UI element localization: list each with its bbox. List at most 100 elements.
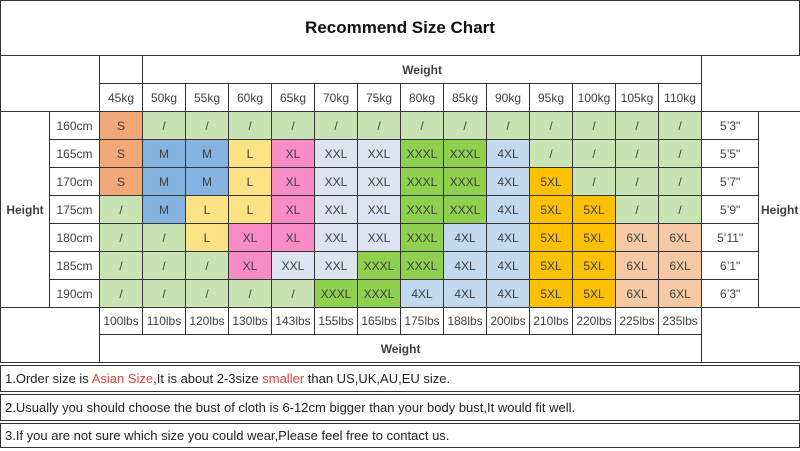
size-cell-160cm-75kg: / (357, 111, 401, 140)
size-cell-170cm-95kg: 5XL (529, 167, 573, 196)
size-row-190cm: 190cm / / / / / XXXL XXXL 4XL 4XL 4XL 5XL 5XL 6XL 6XL 6… (1, 279, 800, 308)
kg-header-95kg: 95kg (529, 83, 573, 112)
size-cell-190cm-75kg: XXXL (357, 279, 401, 308)
note-2-text: 2.Usually you should choose the bust of … (5, 400, 576, 415)
size-cell-185cm-70kg: XXL (314, 251, 358, 280)
size-cell-175cm-60kg: L (228, 195, 272, 224)
size-cell-180cm-90kg: 4XL (486, 223, 530, 252)
lbs-header-175lbs: 175lbs (400, 307, 444, 335)
height-cm-165cm: 165cm (49, 139, 100, 168)
lbs-header-155lbs: 155lbs (314, 307, 358, 335)
size-cell-170cm-55kg: M (185, 167, 229, 196)
size-cell-180cm-60kg: XL (228, 223, 272, 252)
weight-header-top: Weight (141, 55, 703, 84)
size-cell-175cm-55kg: L (185, 195, 229, 224)
note-1-red-asian-size: Asian Size (91, 371, 154, 386)
size-cell-175cm-90kg: 4XL (486, 195, 530, 224)
size-chart-table: Weight 45kg 50kg 55kg 60kg 65kg 70kg 75kg 80kg 8… (0, 55, 800, 363)
size-cell-170cm-90kg: 4XL (486, 167, 530, 196)
height-ft-170cm: 5’7" (701, 167, 760, 196)
size-cell-165cm-100kg: / (572, 139, 616, 168)
size-cell-170cm-110kg: / (657, 167, 703, 196)
size-cell-165cm-65kg: XL (271, 139, 315, 168)
height-ft-180cm: 5’11" (701, 223, 760, 252)
size-cell-180cm-75kg: XXL (357, 223, 401, 252)
height-ft-165cm: 5’5" (701, 139, 760, 168)
size-row-175cm: 175cm / M L L XL XXL XXL XXXL XXXL 4XL 5XL 5XL //5’9" (1, 195, 800, 224)
size-cell-170cm-45kg: S (99, 167, 143, 196)
size-cell-190cm-110kg: 6XL (657, 279, 703, 308)
size-cell-175cm-110kg: / (657, 195, 703, 224)
size-cell-190cm-85kg: 4XL (443, 279, 487, 308)
size-cell-185cm-90kg: 4XL (486, 251, 530, 280)
size-cell-175cm-105kg: / (615, 195, 659, 224)
size-cell-160cm-85kg: / (443, 111, 487, 140)
size-cell-160cm-65kg: / (271, 111, 315, 140)
lbs-header-200lbs: 200lbs (486, 307, 530, 335)
size-cell-180cm-45kg: / (99, 223, 143, 252)
note-3: 3.If you are not sure which size you cou… (0, 423, 800, 448)
size-row-185cm: 185cm / / / XL XXL XXL XXXL XXXL 4XL 4XL 5XL 5XL 6XL 6… (1, 251, 800, 280)
kg-header-80kg: 80kg (400, 83, 444, 112)
note-2: 2.Usually you should choose the bust of … (0, 394, 800, 421)
size-cell-165cm-50kg: M (142, 139, 186, 168)
size-cell-175cm-100kg: 5XL (572, 195, 616, 224)
height-header-right: Height (758, 111, 800, 308)
size-cell-160cm-45kg: S (99, 111, 143, 140)
size-cell-180cm-105kg: 6XL (615, 223, 659, 252)
kg-header-55kg: 55kg (185, 83, 229, 112)
size-cell-175cm-65kg: XL (271, 195, 315, 224)
size-cell-190cm-100kg: 5XL (572, 279, 616, 308)
size-cell-185cm-55kg: / (185, 251, 229, 280)
size-cell-185cm-60kg: XL (228, 251, 272, 280)
size-cell-165cm-95kg: / (529, 139, 573, 168)
height-ft-190cm: 6’3" (701, 279, 760, 308)
size-cell-170cm-105kg: / (615, 167, 659, 196)
size-cell-165cm-110kg: / (657, 139, 703, 168)
kg-header-65kg: 65kg (271, 83, 315, 112)
lbs-header-100lbs: 100lbs (99, 307, 143, 335)
size-cell-175cm-75kg: XXL (357, 195, 401, 224)
kg-header-75kg: 75kg (357, 83, 401, 112)
size-cell-170cm-60kg: L (228, 167, 272, 196)
lbs-header-row: 100lbs 110lbs 120lbs 130lbs 143lbs 155lbs 165l… (0, 307, 800, 363)
lbs-header-143lbs: 143lbs (271, 307, 315, 335)
size-cell-185cm-95kg: 5XL (529, 251, 573, 280)
weight-footer: Weight (98, 334, 703, 363)
size-cell-160cm-100kg: / (572, 111, 616, 140)
kg-header-90kg: 90kg (486, 83, 530, 112)
size-cell-170cm-50kg: M (142, 167, 186, 196)
size-cell-165cm-90kg: 4XL (486, 139, 530, 168)
height-cm-180cm: 180cm (49, 223, 100, 252)
size-cell-170cm-70kg: XXL (314, 167, 358, 196)
size-cell-180cm-70kg: XXL (314, 223, 358, 252)
kg-header-85kg: 85kg (443, 83, 487, 112)
lbs-header-235lbs: 235lbs (657, 307, 703, 335)
size-cell-160cm-110kg: / (657, 111, 703, 140)
corner-bottom-right (701, 307, 800, 363)
size-cell-180cm-55kg: L (185, 223, 229, 252)
size-cell-190cm-45kg: / (99, 279, 143, 308)
size-cell-190cm-50kg: / (142, 279, 186, 308)
size-cell-170cm-65kg: XL (271, 167, 315, 196)
page-title: Recommend Size Chart (0, 0, 800, 56)
size-cell-165cm-45kg: S (99, 139, 143, 168)
lbs-header-120lbs: 120lbs (185, 307, 229, 335)
height-cm-190cm: 190cm (49, 279, 100, 308)
size-cell-165cm-70kg: XXL (314, 139, 358, 168)
lbs-header-225lbs: 225lbs (615, 307, 659, 335)
size-cell-185cm-75kg: XXXL (357, 251, 401, 280)
size-cell-180cm-100kg: 5XL (572, 223, 616, 252)
size-cell-170cm-80kg: XXXL (400, 167, 444, 196)
size-cell-165cm-75kg: XXL (357, 139, 401, 168)
size-cell-165cm-55kg: M (185, 139, 229, 168)
size-cell-160cm-60kg: / (228, 111, 272, 140)
size-cell-180cm-85kg: 4XL (443, 223, 487, 252)
kg-header-100kg: 100kg (572, 83, 616, 112)
size-cell-160cm-55kg: / (185, 111, 229, 140)
size-cell-170cm-85kg: XXXL (443, 167, 487, 196)
size-cell-175cm-95kg: 5XL (529, 195, 573, 224)
kg-header-row: 45kg 50kg 55kg 60kg 65kg 70kg 75kg 80kg 85kg 90kg… (1, 83, 800, 112)
size-cell-175cm-45kg: / (99, 195, 143, 224)
weight-header-row: Weight (0, 55, 800, 112)
